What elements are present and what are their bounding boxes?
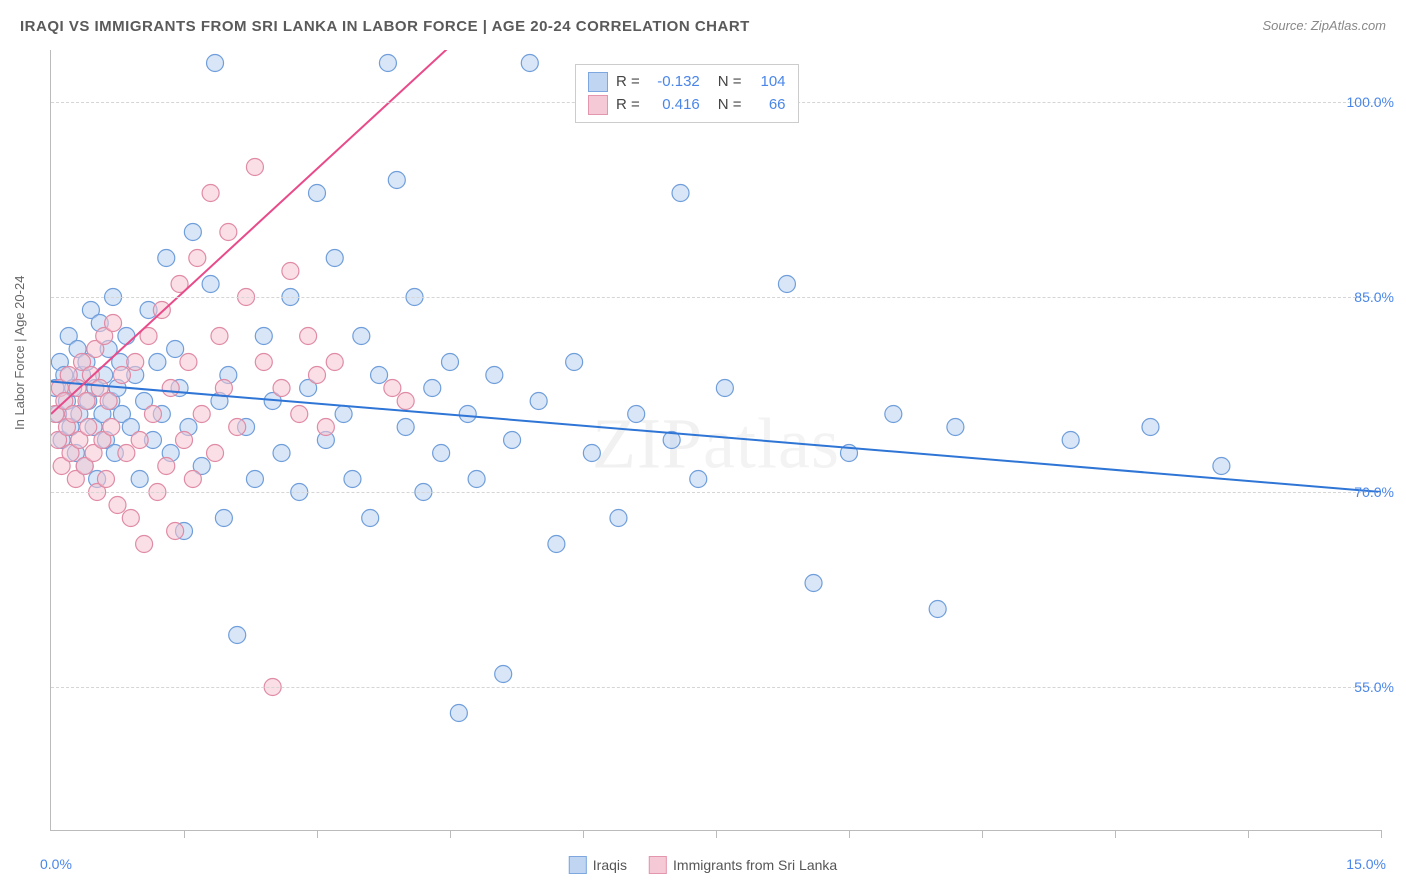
legend-bottom: Iraqis Immigrants from Sri Lanka <box>569 856 837 874</box>
y-tick-label: 70.0% <box>1354 484 1394 500</box>
chart-svg <box>51 50 1381 830</box>
corr-row-1: R = 0.416 N = 66 <box>588 94 786 117</box>
legend-item-srilanka: Immigrants from Sri Lanka <box>649 856 837 874</box>
corr-n-label-1: N = <box>718 94 742 117</box>
y-axis-label: In Labor Force | Age 20-24 <box>12 276 27 430</box>
corr-r-label-0: R = <box>616 71 640 94</box>
legend-label-iraqis: Iraqis <box>593 857 627 873</box>
source-attribution: Source: ZipAtlas.com <box>1262 18 1386 33</box>
corr-n-label-0: N = <box>718 71 742 94</box>
y-tick-label: 85.0% <box>1354 289 1394 305</box>
corr-n-val-1: 66 <box>750 94 786 117</box>
swatch-srilanka <box>649 856 667 874</box>
swatch-iraqis <box>569 856 587 874</box>
corr-swatch-0 <box>588 72 608 92</box>
legend-label-srilanka: Immigrants from Sri Lanka <box>673 857 837 873</box>
chart-title: IRAQI VS IMMIGRANTS FROM SRI LANKA IN LA… <box>20 18 750 35</box>
corr-swatch-1 <box>588 95 608 115</box>
corr-r-val-1: 0.416 <box>648 94 700 117</box>
corr-r-label-1: R = <box>616 94 640 117</box>
legend-item-iraqis: Iraqis <box>569 856 627 874</box>
plot-area: ZIPatlas <box>50 50 1381 831</box>
corr-r-val-0: -0.132 <box>648 71 700 94</box>
corr-row-0: R = -0.132 N = 104 <box>588 71 786 94</box>
corr-n-val-0: 104 <box>750 71 786 94</box>
x-max-label: 15.0% <box>1346 856 1386 872</box>
y-tick-label: 55.0% <box>1354 679 1394 695</box>
x-min-label: 0.0% <box>40 856 72 872</box>
y-tick-label: 100.0% <box>1347 94 1394 110</box>
correlation-box: R = -0.132 N = 104 R = 0.416 N = 66 <box>575 64 799 123</box>
